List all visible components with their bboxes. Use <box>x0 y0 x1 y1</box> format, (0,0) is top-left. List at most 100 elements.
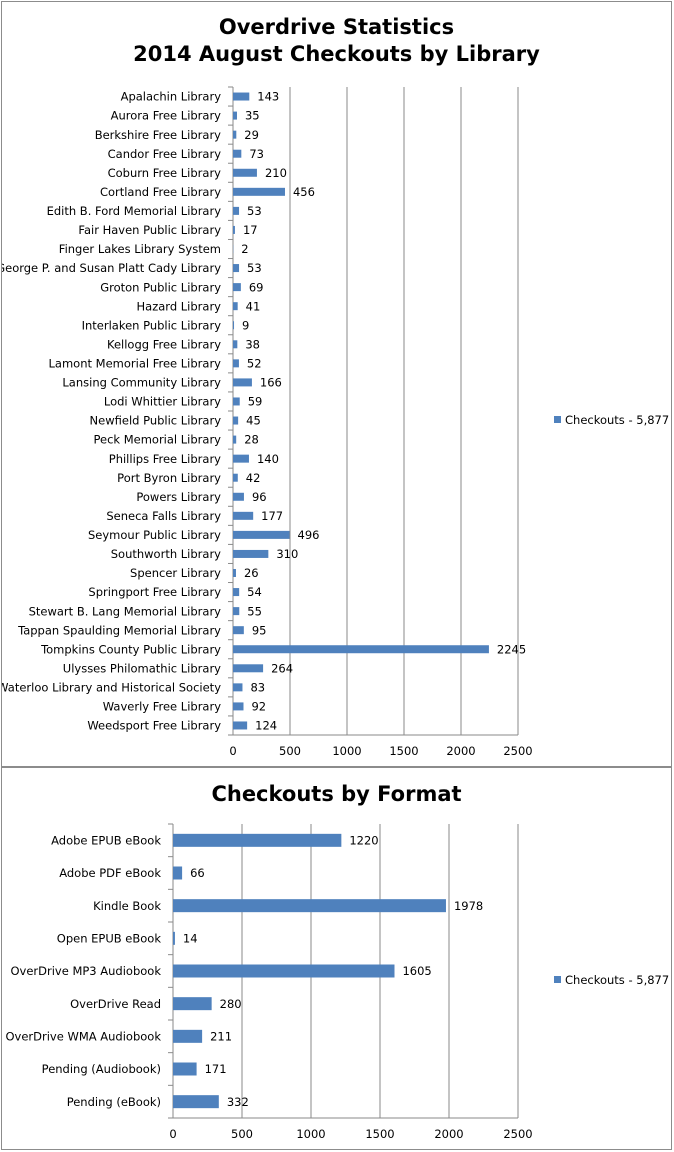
data-label: 83 <box>250 680 265 694</box>
category-label: Lamont Memorial Free Library <box>49 356 222 370</box>
category-label: Pending (eBook) <box>67 1095 161 1109</box>
data-label: 52 <box>247 356 262 370</box>
category-label: Stewart B. Lang Memorial Library <box>29 604 222 618</box>
legend-swatch <box>554 976 561 983</box>
bar <box>233 721 248 730</box>
data-label: 73 <box>249 147 264 161</box>
category-label: Hazard Library <box>137 299 222 313</box>
bar <box>233 626 244 635</box>
data-label: 280 <box>220 997 242 1011</box>
bar <box>173 1095 219 1109</box>
category-label: Southworth Library <box>111 547 221 561</box>
category-label: George P. and Susan Platt Cady Library <box>2 261 221 275</box>
category-label: Adobe EPUB eBook <box>51 833 161 847</box>
data-label: 41 <box>246 299 261 313</box>
library-checkouts-chart: Overdrive Statistics 2014 August Checkou… <box>1 1 672 767</box>
x-tick-label: 2500 <box>503 1127 532 1141</box>
data-label: 166 <box>260 376 282 390</box>
data-label: 1978 <box>454 899 483 913</box>
bar <box>233 359 239 368</box>
data-label: 1220 <box>349 833 378 847</box>
category-label: Seneca Falls Library <box>106 509 221 523</box>
category-label: Edith B. Ford Memorial Library <box>47 204 222 218</box>
data-label: 92 <box>251 700 266 714</box>
data-label: 54 <box>247 585 262 599</box>
category-label: OverDrive MP3 Audiobook <box>10 964 161 978</box>
chart-title: Checkouts by Format <box>2 781 671 808</box>
category-label: Berkshire Free Library <box>95 128 221 142</box>
data-label: 66 <box>190 866 205 880</box>
data-label: 264 <box>271 661 293 675</box>
category-label: Port Byron Library <box>117 471 221 485</box>
category-label: Finger Lakes Library System <box>59 242 221 256</box>
data-label: 53 <box>247 261 262 275</box>
category-label: Tompkins County Public Library <box>40 642 221 656</box>
bar <box>233 397 240 406</box>
data-label: 28 <box>244 433 259 447</box>
category-label: Kellogg Free Library <box>107 337 221 351</box>
category-label: Weedsport Free Library <box>87 719 221 733</box>
bar <box>173 964 395 978</box>
bar <box>233 702 244 711</box>
bar <box>233 130 237 139</box>
data-label: 310 <box>276 547 298 561</box>
category-label: Adobe PDF eBook <box>59 866 161 880</box>
x-tick-label: 2000 <box>434 1127 463 1141</box>
data-label: 1605 <box>402 964 431 978</box>
data-label: 2245 <box>497 642 526 656</box>
bar <box>233 569 236 577</box>
format-chart-plot: 0 500 1000 1500 2000 2500 Adobe EPUB eBook 1220… <box>5 823 669 1141</box>
category-label: Waterloo Library and Historical Society <box>2 680 221 694</box>
bar <box>173 899 446 913</box>
category-label: OverDrive Read <box>70 997 161 1011</box>
bar <box>233 607 240 616</box>
data-label: 14 <box>183 931 198 945</box>
category-label: Kindle Book <box>93 899 161 913</box>
chart-title-line-2: 2014 August Checkouts by Library <box>133 42 540 66</box>
data-label: 95 <box>252 623 267 637</box>
category-label: Apalachin Library <box>121 90 222 104</box>
data-label: 140 <box>257 452 279 466</box>
bar <box>233 283 241 292</box>
x-tick-label: 1000 <box>296 1127 325 1141</box>
bar <box>233 454 249 463</box>
bar <box>233 645 489 654</box>
data-label: 2 <box>241 242 248 256</box>
legend-label: Checkouts - 5,877 <box>565 973 669 987</box>
bar <box>233 683 243 692</box>
category-label: Tappan Spaulding Memorial Library <box>17 623 221 637</box>
data-label: 9 <box>242 318 249 332</box>
bar <box>233 492 244 501</box>
data-label: 53 <box>247 204 262 218</box>
bar <box>233 340 238 349</box>
data-label: 26 <box>244 566 259 580</box>
x-tick-label: 0 <box>229 744 236 758</box>
x-tick-label: 0 <box>169 1127 176 1141</box>
bar <box>233 549 269 558</box>
data-label: 29 <box>244 128 259 142</box>
bar <box>233 378 252 387</box>
data-label: 96 <box>252 490 267 504</box>
bar <box>233 664 264 673</box>
format-checkouts-chart: Checkouts by Format 0 500 1000 1500 2000 2500… <box>1 767 672 1150</box>
data-label: 210 <box>265 166 287 180</box>
bar <box>233 111 237 120</box>
category-label: Seymour Public Library <box>88 528 221 542</box>
category-label: Peck Memorial Library <box>93 433 221 447</box>
legend-label: Checkouts - 5,877 <box>565 413 669 427</box>
bar <box>173 833 342 847</box>
x-tick-label: 500 <box>231 1127 253 1141</box>
data-label: 59 <box>248 395 263 409</box>
bar <box>233 588 240 597</box>
bar <box>173 931 175 945</box>
category-label: Cortland Free Library <box>100 185 221 199</box>
bar <box>233 168 257 177</box>
category-label: Fair Haven Public Library <box>78 223 221 237</box>
bar <box>233 321 235 330</box>
data-label: 171 <box>205 1062 227 1076</box>
category-label: Ulysses Philomathic Library <box>63 661 221 675</box>
data-label: 69 <box>249 280 264 294</box>
bar <box>233 206 240 215</box>
category-label: Coburn Free Library <box>108 166 222 180</box>
category-label: Candor Free Library <box>108 147 222 161</box>
